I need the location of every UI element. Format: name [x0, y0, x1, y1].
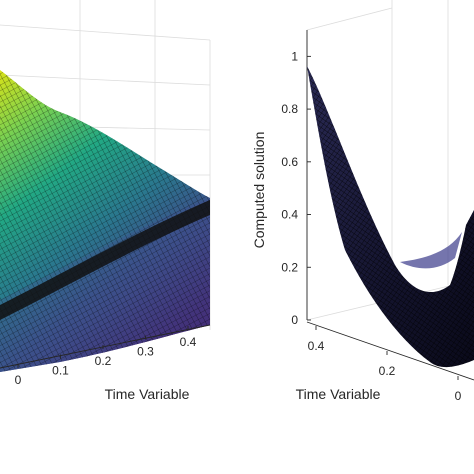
right-x-tick-label: 0.2	[379, 364, 396, 378]
right-y-label: Computed solution	[251, 132, 267, 249]
right-surface-highlight	[400, 232, 462, 269]
left-surface-mesh	[0, 70, 210, 372]
right-panel: 00.20.40.60.81 Computed solution 0.40.20…	[251, 0, 474, 403]
right-x-tick-label: 0	[455, 389, 462, 403]
left-panel: 0 0.1 0.2 0.3 0.4 Time Variable	[0, 0, 211, 402]
left-x-tick-label: 0	[15, 373, 22, 387]
right-z-tick-label: 0.2	[281, 260, 298, 274]
left-x-tick-label: 0.2	[95, 354, 112, 368]
left-x-axis	[0, 324, 211, 369]
left-surface-ridge	[0, 200, 210, 320]
right-x-label: Time Variable	[296, 386, 381, 402]
right-z-tick-label: 0	[291, 313, 298, 327]
left-x-tick-label: 0.1	[52, 364, 69, 378]
right-z-tick-label: 1	[291, 49, 298, 63]
right-z-tick-label: 0.6	[281, 155, 298, 169]
right-z-tick-label: 0.8	[281, 102, 298, 116]
right-x-axis	[306, 321, 474, 381]
right-x-tick-label: 0.4	[308, 339, 325, 353]
left-x-ticks: 0 0.1 0.2 0.3 0.4	[15, 326, 197, 387]
right-z-tick-label: 0.4	[281, 208, 298, 222]
left-x-tick-label: 0.4	[180, 335, 197, 349]
right-x-ticks: 0.4 0.2 0	[308, 326, 462, 403]
right-z-ticks: 0 0.2 0.4 0.6 0.8 1	[281, 49, 311, 327]
left-x-label: Time Variable	[105, 386, 190, 402]
right-surface-mesh	[307, 66, 474, 368]
left-x-tick-label: 0.3	[137, 345, 154, 359]
